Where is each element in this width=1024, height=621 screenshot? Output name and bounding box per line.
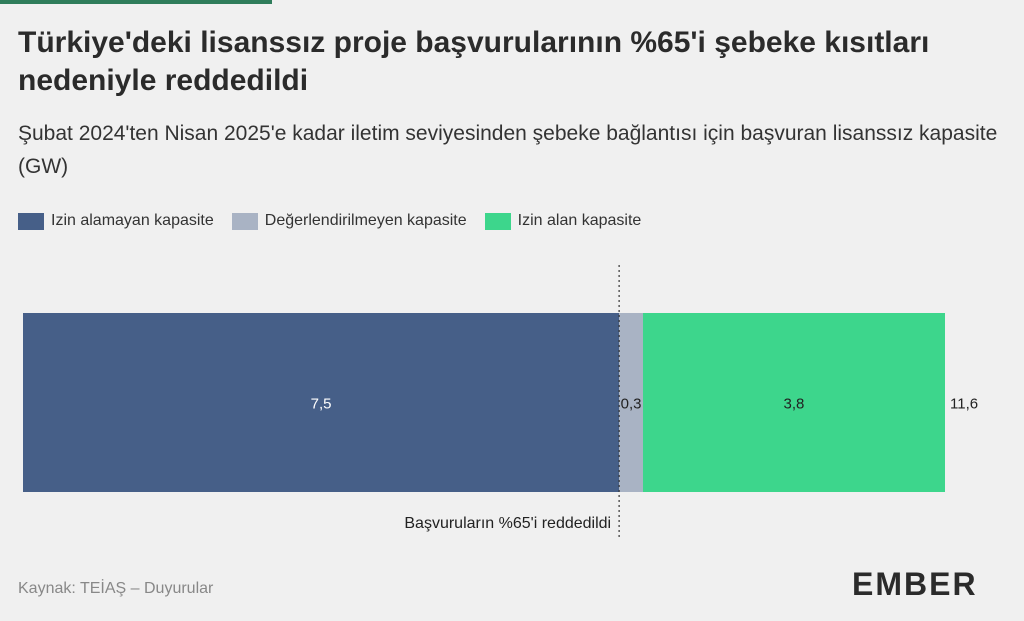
data-label-unevaluated: 0,3 — [621, 396, 642, 413]
chart-title: Türkiye'deki lisanssız proje başvuruları… — [18, 26, 930, 97]
top-accent-bar — [0, 0, 272, 4]
data-label-approved: 3,8 — [784, 396, 805, 413]
legend-item-approved: Izin alan kapasite — [484, 212, 642, 230]
source-note: Kaynak: TEİAŞ – Duyurular — [18, 580, 214, 597]
bar-segment-unevaluated — [619, 313, 643, 492]
bar-segment-approved — [642, 313, 945, 492]
ember-logo: EMBER — [852, 566, 978, 602]
legend-swatch-refused — [18, 212, 44, 230]
legend-label-refused: Izin alamayan kapasite — [51, 212, 214, 229]
legend-item-unevaluated: Değerlendirilmeyen kapasite — [231, 212, 467, 230]
bar-segment-refused — [23, 313, 620, 492]
legend-label-unevaluated: Değerlendirilmeyen kapasite — [264, 212, 467, 229]
rejection-annotation: Başvuruların %65'i reddedildi — [404, 515, 611, 532]
legend: Izin alamayan kapasite Değerlendirilmeye… — [18, 212, 641, 230]
legend-swatch-unevaluated — [231, 212, 258, 230]
legend-swatch-approved — [484, 212, 511, 230]
chart-subtitle: Şubat 2024'ten Nisan 2025'e kadar iletim… — [18, 122, 998, 178]
legend-item-refused: Izin alamayan kapasite — [18, 212, 214, 230]
total-label: 11,6 — [950, 396, 978, 413]
legend-label-approved: Izin alan kapasite — [517, 212, 642, 229]
data-label-refused: 7,5 — [311, 396, 332, 413]
